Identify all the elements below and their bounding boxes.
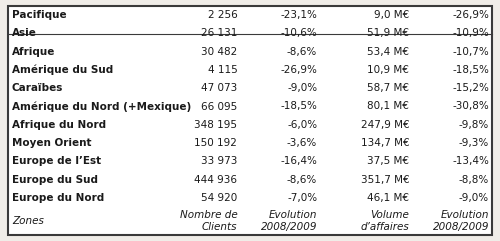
Text: Volume
d’affaires: Volume d’affaires (360, 210, 409, 232)
Text: 4 115: 4 115 (208, 65, 238, 75)
Text: 2 256: 2 256 (208, 10, 238, 20)
Text: 54 920: 54 920 (201, 193, 237, 203)
Text: 150 192: 150 192 (194, 138, 238, 148)
Text: 30 482: 30 482 (201, 47, 237, 57)
Text: -10,9%: -10,9% (452, 28, 489, 38)
Text: -15,2%: -15,2% (452, 83, 489, 93)
Text: 26 131: 26 131 (201, 28, 237, 38)
Text: Europe du Sud: Europe du Sud (12, 174, 98, 185)
Text: Afrique du Nord: Afrique du Nord (12, 120, 106, 130)
Text: 58,7 M€: 58,7 M€ (367, 83, 409, 93)
Text: 80,1 M€: 80,1 M€ (368, 101, 409, 112)
Text: 9,0 M€: 9,0 M€ (374, 10, 409, 20)
Text: -18,5%: -18,5% (280, 101, 317, 112)
Text: -6,0%: -6,0% (287, 120, 317, 130)
Text: 53,4 M€: 53,4 M€ (367, 47, 409, 57)
Text: Pacifique: Pacifique (12, 10, 66, 20)
Text: Caraïbes: Caraïbes (12, 83, 64, 93)
Text: -18,5%: -18,5% (452, 65, 489, 75)
Text: -8,6%: -8,6% (287, 174, 317, 185)
Text: Evolution
2008/2009: Evolution 2008/2009 (260, 210, 317, 232)
Text: 247,9 M€: 247,9 M€ (360, 120, 409, 130)
Text: Nombre de
Clients: Nombre de Clients (180, 210, 238, 232)
Text: 33 973: 33 973 (201, 156, 237, 166)
Text: -10,6%: -10,6% (280, 28, 317, 38)
Text: -9,0%: -9,0% (459, 193, 489, 203)
Text: -23,1%: -23,1% (280, 10, 317, 20)
Text: -8,6%: -8,6% (287, 47, 317, 57)
Text: Amérique du Sud: Amérique du Sud (12, 65, 113, 75)
Text: Europe de l’Est: Europe de l’Est (12, 156, 101, 166)
Text: -26,9%: -26,9% (280, 65, 317, 75)
Text: -30,8%: -30,8% (452, 101, 489, 112)
Text: 10,9 M€: 10,9 M€ (368, 65, 409, 75)
Text: 47 073: 47 073 (201, 83, 237, 93)
Text: -13,4%: -13,4% (452, 156, 489, 166)
Text: 348 195: 348 195 (194, 120, 238, 130)
Text: 351,7 M€: 351,7 M€ (360, 174, 409, 185)
Text: 444 936: 444 936 (194, 174, 238, 185)
Text: -16,4%: -16,4% (280, 156, 317, 166)
Text: -26,9%: -26,9% (452, 10, 489, 20)
Text: Asie: Asie (12, 28, 37, 38)
Text: -7,0%: -7,0% (287, 193, 317, 203)
Text: 66 095: 66 095 (201, 101, 237, 112)
Text: -3,6%: -3,6% (287, 138, 317, 148)
Text: 37,5 M€: 37,5 M€ (367, 156, 409, 166)
Text: Moyen Orient: Moyen Orient (12, 138, 92, 148)
Text: -9,3%: -9,3% (459, 138, 489, 148)
Text: 51,9 M€: 51,9 M€ (367, 28, 409, 38)
Text: Europe du Nord: Europe du Nord (12, 193, 104, 203)
Text: -8,8%: -8,8% (459, 174, 489, 185)
Text: Evolution
2008/2009: Evolution 2008/2009 (432, 210, 489, 232)
Text: -9,8%: -9,8% (459, 120, 489, 130)
Text: Amérique du Nord (+Mexique): Amérique du Nord (+Mexique) (12, 101, 191, 112)
Text: 134,7 M€: 134,7 M€ (360, 138, 409, 148)
Text: -9,0%: -9,0% (287, 83, 317, 93)
Text: 46,1 M€: 46,1 M€ (367, 193, 409, 203)
Text: Zones: Zones (12, 216, 44, 226)
Text: -10,7%: -10,7% (452, 47, 489, 57)
Text: Afrique: Afrique (12, 47, 56, 57)
